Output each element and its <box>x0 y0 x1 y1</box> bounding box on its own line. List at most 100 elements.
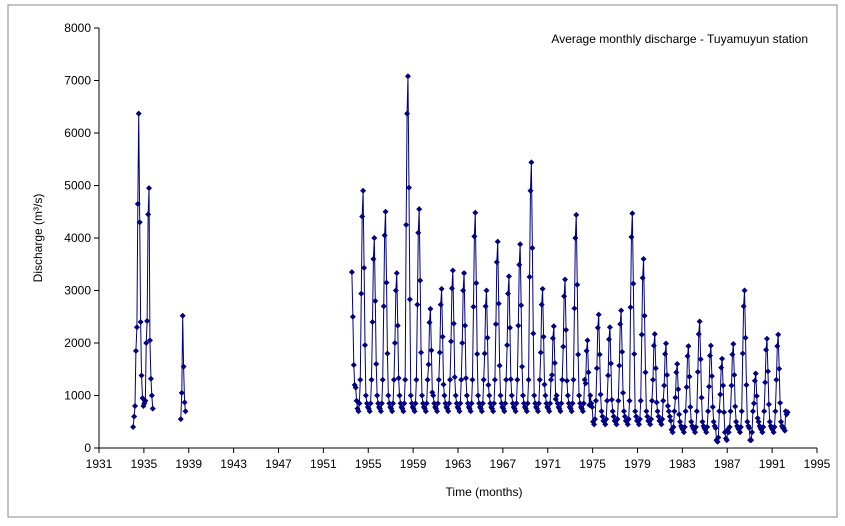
data-point <box>519 363 526 370</box>
data-point <box>490 408 497 415</box>
data-point <box>379 376 386 383</box>
data-point <box>730 341 737 348</box>
data-point <box>448 285 455 292</box>
data-point <box>393 270 400 277</box>
data-point <box>512 408 519 415</box>
x-tick-label: 1943 <box>220 457 247 471</box>
data-point <box>743 382 750 388</box>
data-point <box>479 400 486 407</box>
data-point <box>518 302 525 309</box>
data-point <box>741 287 748 294</box>
data-point <box>704 424 711 430</box>
data-point <box>146 185 153 192</box>
data-point <box>643 408 650 415</box>
data-point <box>739 350 746 357</box>
data-point <box>762 379 769 386</box>
data-point <box>143 340 150 346</box>
chart-annotation: Average monthly discharge - Tuyamuyun st… <box>551 32 808 46</box>
data-point <box>618 307 625 314</box>
data-point <box>390 400 397 407</box>
data-point <box>527 187 534 194</box>
data-point <box>703 429 710 436</box>
data-point <box>751 377 758 384</box>
data-point <box>636 416 643 423</box>
data-point <box>452 392 459 399</box>
y-tick-label: 7000 <box>64 74 91 88</box>
data-point <box>669 429 676 436</box>
data-point <box>684 353 691 360</box>
data-point <box>135 110 142 117</box>
data-point <box>547 400 554 407</box>
data-point <box>422 408 429 415</box>
data-point <box>361 264 368 271</box>
data-point <box>506 324 513 331</box>
x-tick-label: 1939 <box>175 457 202 471</box>
x-tick-label: 1959 <box>400 457 427 471</box>
data-point <box>765 401 772 408</box>
data-point <box>720 382 727 389</box>
data-point <box>752 370 759 377</box>
x-tick-label: 1951 <box>310 457 337 471</box>
x-tick-label: 1971 <box>534 457 561 471</box>
data-point <box>441 392 448 399</box>
data-point <box>707 342 714 349</box>
data-point <box>591 421 598 428</box>
data-point <box>367 400 374 407</box>
data-point <box>692 424 699 430</box>
x-tick-label: 1947 <box>265 457 292 471</box>
data-point <box>572 235 579 241</box>
data-point <box>759 429 766 436</box>
data-point <box>659 416 666 423</box>
data-point <box>631 351 638 358</box>
data-point <box>548 376 555 383</box>
data-point <box>461 270 468 277</box>
data-point <box>546 408 553 415</box>
data-point <box>665 408 672 415</box>
data-point <box>629 210 636 217</box>
y-tick-label: 5000 <box>64 179 91 193</box>
data-point <box>592 397 599 404</box>
data-point <box>377 408 384 415</box>
data-point <box>715 434 722 441</box>
data-point <box>384 350 391 357</box>
data-point <box>425 361 432 368</box>
data-point <box>516 261 523 268</box>
data-point <box>610 413 617 420</box>
data-point <box>671 408 678 415</box>
data-point <box>582 380 589 387</box>
data-point <box>472 209 479 216</box>
data-point <box>495 300 502 307</box>
data-point <box>513 400 520 407</box>
data-point <box>349 313 356 320</box>
data-point <box>348 269 355 276</box>
data-point <box>649 376 656 383</box>
data-point <box>469 376 476 383</box>
data-point <box>446 400 453 407</box>
data-point <box>456 408 463 415</box>
data-point <box>462 375 469 382</box>
data-point <box>746 425 753 432</box>
data-point <box>667 417 674 424</box>
data-point <box>534 408 541 415</box>
data-point <box>449 267 456 274</box>
data-point <box>482 303 489 310</box>
data-point <box>596 351 603 358</box>
data-point <box>434 400 441 407</box>
data-point <box>617 321 624 328</box>
data-point <box>405 184 412 191</box>
data-point <box>391 340 398 346</box>
data-point <box>474 351 481 358</box>
data-point <box>595 311 602 318</box>
data-point <box>710 418 717 425</box>
data-point <box>712 425 719 432</box>
data-point <box>440 381 447 388</box>
data-point <box>401 400 408 407</box>
data-point <box>507 376 514 383</box>
data-point <box>597 391 604 398</box>
data-point <box>525 376 532 383</box>
data-point <box>687 404 694 411</box>
data-point <box>538 301 545 308</box>
data-point <box>414 301 421 308</box>
data-point <box>729 351 736 358</box>
